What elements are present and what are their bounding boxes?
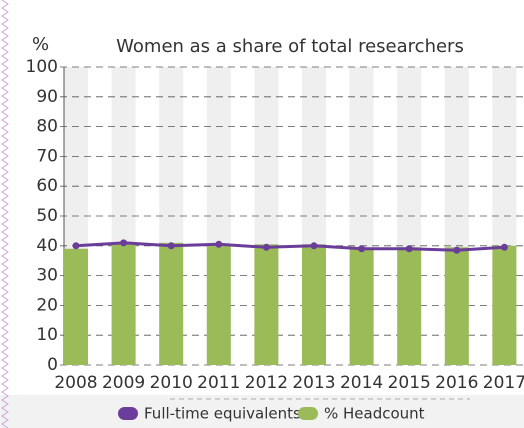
x-tick-label: 2009 bbox=[102, 373, 145, 393]
line-marker bbox=[500, 243, 508, 251]
legend-background bbox=[0, 395, 524, 428]
line-marker bbox=[310, 242, 318, 250]
line-marker bbox=[72, 242, 80, 250]
y-tick-label: 10 bbox=[36, 325, 58, 345]
line-marker bbox=[262, 243, 270, 251]
y-tick-label: 50 bbox=[36, 206, 58, 226]
legend-swatch bbox=[118, 407, 138, 420]
bar bbox=[492, 245, 517, 365]
bar bbox=[397, 247, 422, 365]
line-marker bbox=[167, 242, 175, 250]
bar bbox=[159, 242, 184, 365]
x-tick-label: 2012 bbox=[245, 373, 288, 393]
line-marker bbox=[358, 245, 366, 253]
line-marker bbox=[453, 246, 461, 254]
y-tick-label: 30 bbox=[36, 266, 58, 286]
legend-label: Full-time equivalents bbox=[144, 405, 301, 423]
bar bbox=[64, 248, 88, 365]
y-tick-label: 20 bbox=[36, 295, 58, 315]
x-tick-label: 2016 bbox=[435, 373, 478, 393]
line-marker bbox=[405, 245, 413, 253]
bar bbox=[206, 244, 231, 365]
y-tick-label: 0 bbox=[47, 355, 58, 375]
y-tick-label: 40 bbox=[36, 236, 58, 256]
y-tick-label: 70 bbox=[36, 146, 58, 166]
x-tick-label: 2013 bbox=[292, 373, 335, 393]
x-tick-label: 2011 bbox=[197, 373, 240, 393]
x-tick-label: 2014 bbox=[340, 373, 383, 393]
x-tick-label: 2017 bbox=[483, 373, 524, 393]
x-tick-label: 2010 bbox=[150, 373, 193, 393]
line bbox=[75, 241, 505, 252]
line-marker bbox=[120, 239, 128, 247]
bar bbox=[444, 247, 469, 365]
y-tick-label: 100 bbox=[26, 57, 58, 77]
bar bbox=[349, 248, 374, 365]
bar bbox=[254, 244, 279, 365]
y-axis-label: % bbox=[32, 34, 49, 55]
y-tick-label: 90 bbox=[36, 87, 58, 107]
bar bbox=[302, 244, 326, 365]
legend-swatch bbox=[298, 407, 318, 420]
y-tick-label: 80 bbox=[36, 117, 58, 137]
x-tick-label: 2015 bbox=[388, 373, 431, 393]
chart-title: Women as a share of total researchers bbox=[116, 36, 464, 57]
bar bbox=[111, 242, 136, 365]
x-tick-label: 2008 bbox=[54, 373, 97, 393]
edge-decoration bbox=[1, 0, 9, 428]
y-tick-label: 60 bbox=[36, 176, 58, 196]
line-marker bbox=[215, 240, 223, 248]
legend-label: % Headcount bbox=[324, 405, 425, 423]
